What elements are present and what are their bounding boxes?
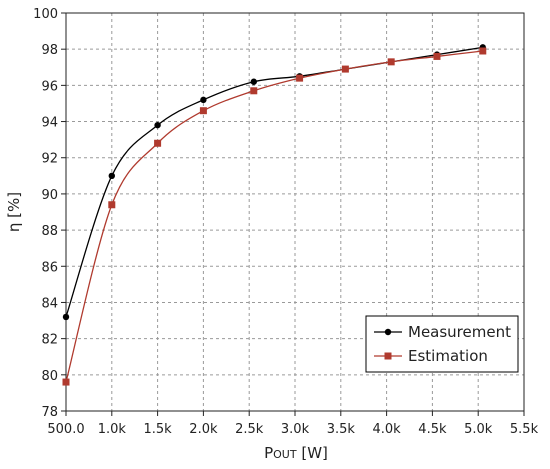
estimation-point: [387, 58, 395, 66]
y-tick-label: 86: [41, 260, 58, 275]
legend-box: [365, 315, 519, 373]
legend: Measurement Estimation: [365, 315, 519, 373]
y-tick-label: 92: [41, 152, 58, 167]
y-tick-label: 82: [41, 333, 58, 348]
x-tick-label: 1.5k: [143, 422, 172, 437]
y-tick-labels: 78 80 82 84 86 88 90 92 94 96 98 100: [33, 7, 58, 420]
x-tick-label: 500.0: [47, 422, 84, 437]
y-tick-label: 90: [41, 188, 58, 203]
x-tick-label: 4.5k: [418, 422, 447, 437]
x-tick-label: 2.5k: [235, 422, 264, 437]
estimation-point: [199, 107, 207, 115]
x-axis-title: POUT [W]: [264, 444, 328, 462]
y-tick-label: 94: [41, 116, 58, 131]
legend-swatch-marker: [384, 352, 392, 360]
y-tick-label: 84: [41, 296, 58, 311]
x-tick-label: 1.0k: [98, 422, 127, 437]
legend-label: Estimation: [408, 347, 488, 365]
measurement-point: [108, 172, 116, 180]
legend-entry-estimation: Estimation: [374, 347, 488, 365]
estimation-point: [296, 74, 304, 82]
measurement-point: [250, 78, 257, 85]
series-group: [62, 44, 487, 386]
estimation-point: [250, 87, 258, 95]
estimation-point: [433, 52, 441, 60]
y-tick-label: 100: [33, 7, 58, 22]
x-tick-label: 5.0k: [464, 422, 493, 437]
y-tick-label: 78: [41, 405, 58, 420]
measurement-point: [200, 96, 207, 104]
y-tick-label: 88: [41, 224, 58, 239]
measurement-point: [154, 121, 161, 129]
y-tick-label: 98: [41, 43, 58, 58]
estimation-point: [154, 139, 162, 147]
estimation-point: [479, 47, 487, 55]
estimation-point: [62, 378, 70, 386]
y-axis-title: η [%]: [5, 192, 23, 232]
x-tick-label: 3.5k: [327, 422, 356, 437]
legend-swatch-marker: [384, 328, 392, 336]
x-tick-label: 2.0k: [189, 422, 218, 437]
x-tick-label: 3.0k: [281, 422, 310, 437]
legend-entry-measurement: Measurement: [374, 323, 511, 341]
legend-label: Measurement: [408, 323, 511, 341]
estimation-point: [108, 201, 116, 209]
y-tick-label: 96: [41, 79, 58, 94]
axes: [61, 12, 525, 416]
x-tick-labels: 500.0 1.0k 1.5k 2.0k 2.5k 3.0k 3.5k 4.0k 4.5k 5.0…: [47, 422, 538, 437]
x-tick-label: 4.0k: [372, 422, 401, 437]
measurement-point: [62, 313, 70, 321]
estimation-point: [341, 65, 349, 73]
series-estimation: [62, 47, 487, 386]
y-tick-label: 80: [41, 369, 58, 384]
x-tick-label: 5.5k: [510, 422, 539, 437]
